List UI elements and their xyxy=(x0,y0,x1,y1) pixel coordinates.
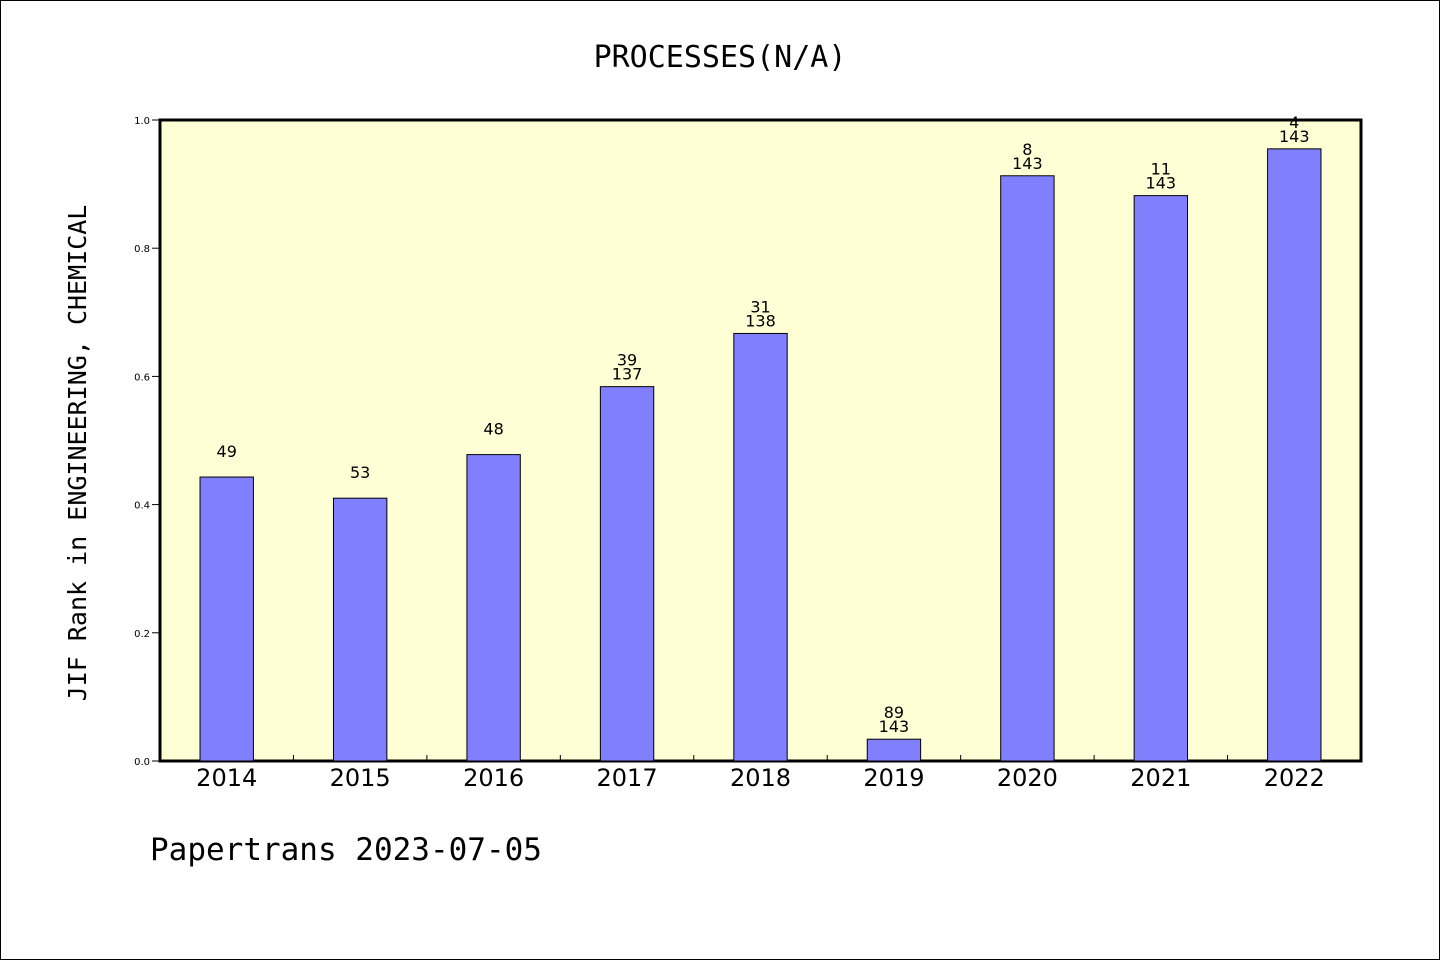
y-tick-label: 1.0 xyxy=(134,116,150,127)
rank-label: 11 xyxy=(1151,160,1171,179)
x-tick-label: 2017 xyxy=(597,764,658,792)
bar-2015 xyxy=(332,497,388,762)
x-tick-label: 2014 xyxy=(196,764,257,792)
x-axis: 2014 2015 2016 2017 2018 2019 2020 2021 2022 xyxy=(196,755,1325,792)
y-tick-label: 0.8 xyxy=(134,244,150,255)
bar-2019 xyxy=(866,738,922,762)
y-tick-label: 0.6 xyxy=(134,372,150,383)
chart-title: PROCESSES(N/A) xyxy=(594,40,847,75)
y-tick-label: 0.2 xyxy=(134,629,150,640)
y-axis: 0.0 0.2 0.4 0.6 0.8 1.0 xyxy=(134,116,160,768)
x-tick-label: 2021 xyxy=(1130,764,1191,792)
rank-total-label: 143 xyxy=(1146,174,1177,193)
rank-label: 31 xyxy=(750,297,770,316)
rank-label: 39 xyxy=(617,351,637,370)
rank-label: 4 xyxy=(1289,113,1299,132)
bar-2014 xyxy=(199,476,254,762)
bar-2020 xyxy=(1000,175,1055,762)
rank-label: 49 xyxy=(217,442,237,461)
rank-total-label: 137 xyxy=(612,365,643,384)
bar-2022 xyxy=(1267,148,1322,762)
bar-2018 xyxy=(733,332,788,762)
rank-total-label: 143 xyxy=(1279,127,1310,146)
bars xyxy=(199,148,1322,762)
rank-label: 48 xyxy=(483,420,503,439)
bar-2021 xyxy=(1133,195,1189,762)
footer-watermark: Papertrans 2023-07-05 xyxy=(150,832,542,868)
bar-2017 xyxy=(599,386,655,762)
y-axis-label: JIF Rank in ENGINEERING, CHEMICAL xyxy=(63,205,92,702)
x-tick-label: 2020 xyxy=(997,764,1058,792)
x-tick-label: 2019 xyxy=(863,764,924,792)
rank-total-label: 143 xyxy=(1012,154,1043,173)
rank-label: 89 xyxy=(884,703,904,722)
rank-total-label: 138 xyxy=(745,311,776,330)
rank-total-label: 143 xyxy=(879,717,910,736)
rank-label: 8 xyxy=(1022,140,1032,159)
y-tick-label: 0.4 xyxy=(134,501,150,512)
bar-2016 xyxy=(466,454,521,762)
y-tick-label: 0.0 xyxy=(134,757,150,768)
x-tick-label: 2015 xyxy=(330,764,391,792)
x-tick-label: 2022 xyxy=(1264,764,1325,792)
x-tick-label: 2016 xyxy=(463,764,524,792)
x-tick-label: 2018 xyxy=(730,764,791,792)
rank-label: 53 xyxy=(350,463,370,482)
